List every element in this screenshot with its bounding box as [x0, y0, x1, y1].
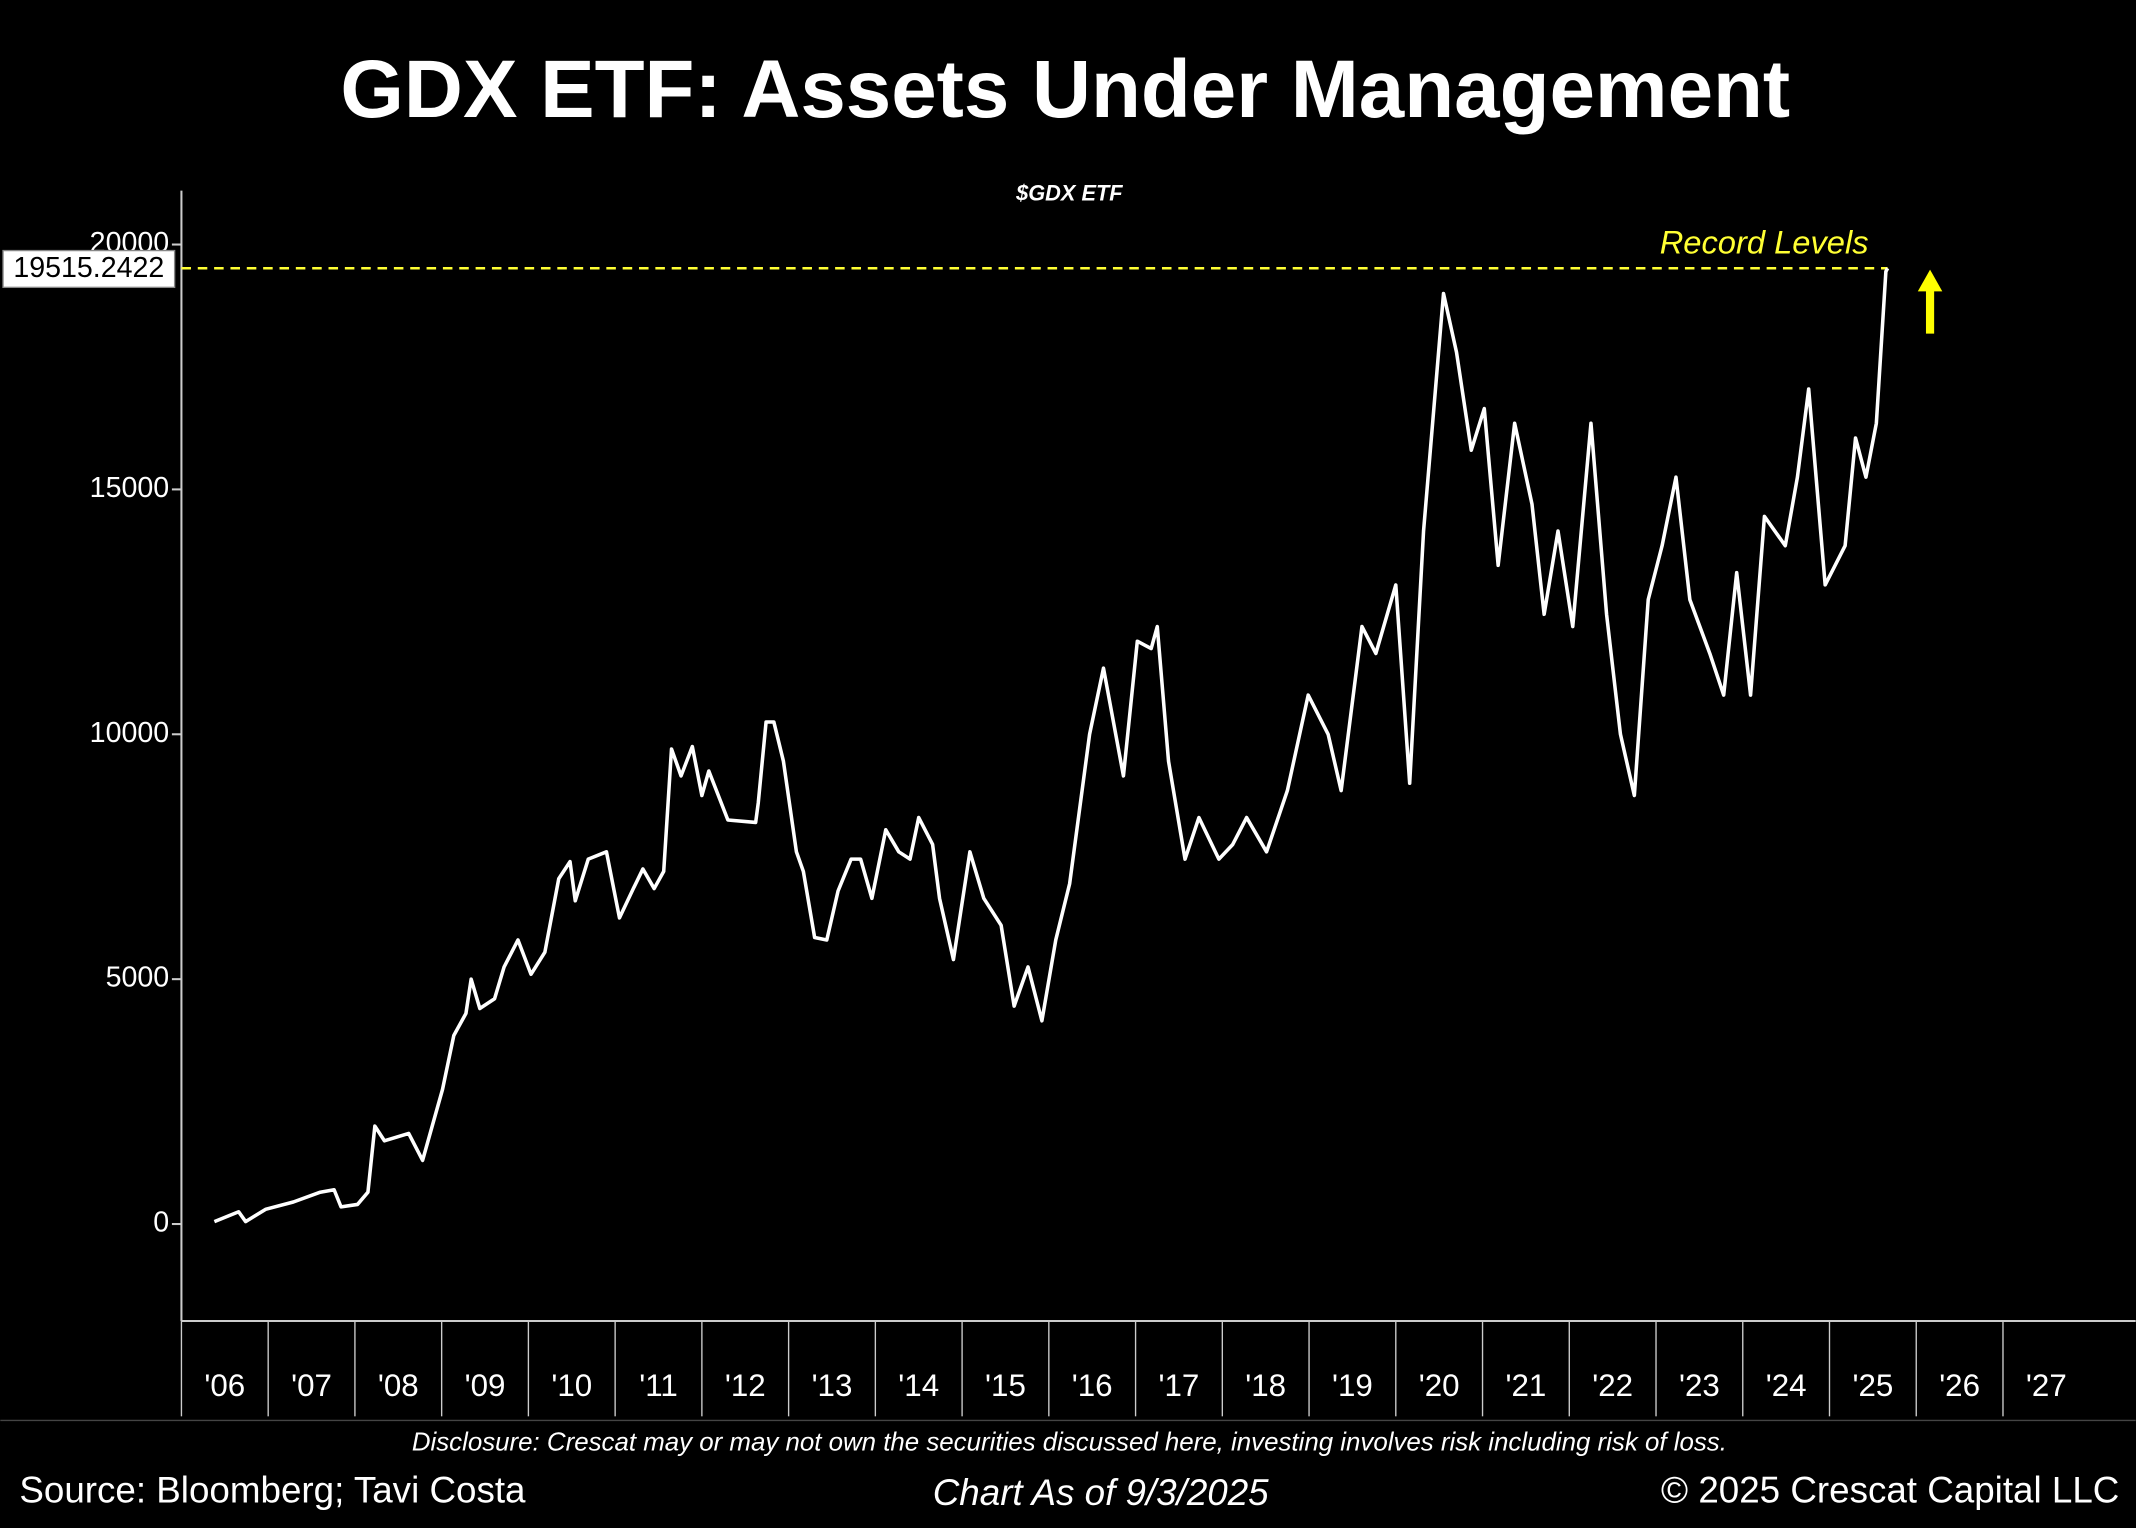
value-label: 19515.2422 [13, 252, 164, 284]
x-tick-label: '07 [291, 1368, 332, 1403]
y-tick-label: 0 [153, 1207, 169, 1239]
x-tick-label: '16 [1072, 1368, 1113, 1403]
record-annotation: Record Levels [1660, 224, 1869, 261]
x-tick-label: '06 [204, 1368, 245, 1403]
x-tick-label: '18 [1245, 1368, 1286, 1403]
x-tick-label: '20 [1419, 1368, 1460, 1403]
y-tick-label: 5000 [106, 962, 170, 994]
x-tick-label: '22 [1592, 1368, 1633, 1403]
x-tick-label: '21 [1506, 1368, 1547, 1403]
x-tick-label: '17 [1159, 1368, 1200, 1403]
value-label-box [2, 249, 176, 289]
x-tick-label: '15 [985, 1368, 1026, 1403]
x-tick-label: '13 [812, 1368, 853, 1403]
x-tick-label: '12 [725, 1368, 766, 1403]
x-tick-label: '09 [465, 1368, 506, 1403]
x-tick-label: '19 [1332, 1368, 1373, 1403]
x-tick-label: '25 [1852, 1368, 1893, 1403]
x-tick-label: '26 [1939, 1368, 1980, 1403]
x-tick-label: '11 [639, 1368, 677, 1403]
chart-title: GDX ETF: Assets Under Management [340, 44, 1790, 135]
x-tick-label: '14 [898, 1368, 939, 1403]
date-note: Chart As of 9/3/2025 [933, 1472, 1269, 1513]
data-line [213, 267, 1890, 1224]
chart-subtitle: $GDX ETF [1015, 180, 1123, 205]
x-tick-label: '08 [378, 1368, 419, 1403]
x-tick-label: '10 [551, 1368, 592, 1403]
y-tick-label: 15000 [90, 472, 169, 504]
arrow-head [1917, 269, 1943, 292]
x-tick-label: '24 [1766, 1368, 1807, 1403]
source: Source: Bloomberg; Tavi Costa [19, 1469, 526, 1510]
x-tick-label: '27 [2026, 1368, 2067, 1403]
record-arrow [1917, 269, 1943, 334]
x-tick-label: '23 [1679, 1368, 1720, 1403]
y-tick-label: 10000 [90, 717, 169, 749]
copyright: © 2025 Crescat Capital LLC [1661, 1469, 2119, 1510]
disclosure: Disclosure: Crescat may or may not own t… [412, 1428, 1727, 1456]
